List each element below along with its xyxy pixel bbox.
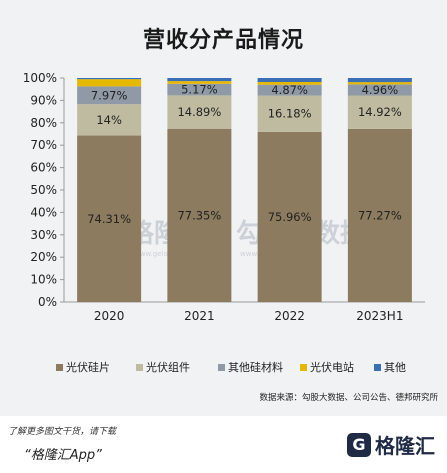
y-tick-label: 50% bbox=[30, 183, 57, 197]
data-label: 5.17% bbox=[181, 83, 218, 97]
y-tick-label: 100% bbox=[23, 71, 57, 85]
legend-label: 其他 bbox=[384, 361, 406, 374]
bar-segment bbox=[167, 83, 232, 96]
data-label: 16.18% bbox=[268, 107, 312, 121]
bar-segment bbox=[347, 84, 412, 96]
footer: 了解更多图文干货，请下载 “格隆汇App” G 格隆汇 bbox=[0, 416, 447, 473]
legend-label: 光伏组件 bbox=[146, 360, 190, 374]
x-tick-label: 2023H1 bbox=[356, 309, 403, 323]
y-tick-label: 70% bbox=[30, 138, 57, 152]
bar-segment bbox=[257, 84, 322, 96]
data-label: 75.96% bbox=[268, 210, 312, 224]
legend-swatch bbox=[218, 364, 225, 371]
y-tick-label: 20% bbox=[30, 250, 57, 264]
y-tick-label: 10% bbox=[30, 273, 57, 287]
y-tick-label: 30% bbox=[30, 228, 57, 242]
data-label: 14% bbox=[96, 113, 122, 127]
data-label: 4.87% bbox=[271, 83, 308, 97]
bar-segment bbox=[77, 79, 142, 87]
legend-label: 光伏硅片 bbox=[66, 360, 110, 374]
bar-segment bbox=[77, 78, 142, 80]
bar-segment bbox=[347, 82, 412, 85]
bar-segment bbox=[347, 128, 412, 302]
x-tick-label: 2021 bbox=[184, 309, 215, 323]
data-label: 14.92% bbox=[358, 105, 402, 119]
bar-segment bbox=[167, 81, 232, 84]
logo-mark-icon: G bbox=[347, 432, 371, 457]
legend-swatch bbox=[374, 364, 381, 371]
bar-segment bbox=[257, 95, 322, 132]
legend-swatch bbox=[300, 364, 307, 371]
chart-title: 营收分产品情况 bbox=[142, 28, 304, 53]
y-tick-label: 90% bbox=[30, 93, 57, 107]
data-label: 74.31% bbox=[87, 212, 131, 226]
x-tick-label: 2020 bbox=[94, 309, 125, 323]
data-label: 77.35% bbox=[177, 208, 221, 222]
bar-segment bbox=[167, 78, 232, 82]
stacked-bar-chart: 0% 10% 20% 30% 40% 50% 60% 70% 80% 90% 100% 格隆汇勾股大数… bbox=[23, 71, 439, 403]
footer-app-name: “格隆汇App” bbox=[24, 448, 102, 463]
bar-segment bbox=[347, 95, 412, 129]
bar-segment bbox=[167, 128, 232, 302]
legend-swatch bbox=[136, 364, 143, 371]
bar-segment bbox=[257, 78, 322, 83]
bar-segment bbox=[77, 104, 142, 136]
y-tick-label: 80% bbox=[30, 116, 57, 130]
data-label: 14.89% bbox=[177, 105, 221, 119]
bar-segment bbox=[77, 135, 142, 302]
footer-logo[interactable]: G 格隆汇 bbox=[347, 430, 435, 459]
bar-segment bbox=[257, 131, 322, 302]
y-tick-label: 60% bbox=[30, 161, 57, 175]
watermark: 格隆汇勾股大数据www.gelonghui.comwww.gogudata.co… bbox=[128, 218, 366, 258]
legend-label: 光伏电站 bbox=[310, 360, 354, 374]
chart-card: 营收分产品情况 0% 10% 20% 30% 40% 50% 60% 70% 80% 90% 100… bbox=[0, 0, 447, 416]
legend-label: 其他硅材料 bbox=[228, 360, 283, 374]
bar-segment bbox=[77, 86, 142, 105]
y-tick-label: 0% bbox=[38, 295, 57, 309]
x-tick-label: 2022 bbox=[274, 309, 305, 323]
data-label: 4.96% bbox=[362, 83, 399, 97]
bar-segment bbox=[257, 82, 322, 85]
bar-segment bbox=[347, 78, 412, 83]
legend-swatch bbox=[56, 364, 63, 371]
footer-download-hint: 了解更多图文干货，请下载 bbox=[8, 427, 117, 437]
y-tick-label: 40% bbox=[30, 205, 57, 219]
data-label: 77.27% bbox=[358, 208, 402, 222]
logo-text: 格隆汇 bbox=[375, 434, 435, 458]
data-label: 7.97% bbox=[91, 88, 128, 102]
bar-segment bbox=[167, 95, 232, 129]
source-note: 数据来源：勾股大数据、公司公告、德邦研究所 bbox=[259, 392, 438, 403]
